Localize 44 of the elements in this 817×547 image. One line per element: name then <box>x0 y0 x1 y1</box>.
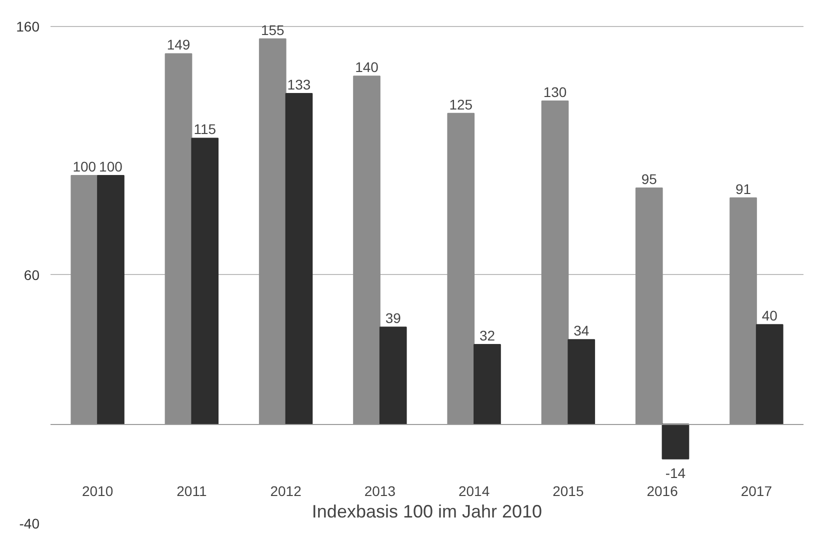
bar <box>447 112 475 425</box>
bar <box>70 175 98 425</box>
data-label: 140 <box>355 59 379 76</box>
x-tick-label: 2011 <box>176 483 207 500</box>
y-tick-label: 60 <box>24 266 40 283</box>
x-axis-title: Indexbasis 100 im Jahr 2010 <box>312 502 542 522</box>
x-tick-label: 2016 <box>646 483 678 500</box>
bar <box>379 326 407 425</box>
data-label: 130 <box>543 84 567 100</box>
x-tick-label: 2015 <box>552 483 584 500</box>
bar <box>541 100 569 425</box>
data-label: 125 <box>449 96 473 112</box>
data-label: 40 <box>762 308 778 324</box>
y-tick-label: 160 <box>16 18 40 34</box>
x-tick-label: 2014 <box>458 483 490 500</box>
bar <box>191 138 219 425</box>
bar <box>97 175 124 425</box>
x-tick-label: 2012 <box>270 483 302 500</box>
data-label: 95 <box>641 170 658 187</box>
bar <box>730 197 757 425</box>
bar <box>164 53 192 425</box>
data-label: 115 <box>194 121 216 138</box>
x-tick-label: 2017 <box>740 483 772 500</box>
data-label: -14 <box>665 464 686 481</box>
data-label: 155 <box>260 22 285 38</box>
bar <box>635 187 663 425</box>
x-tick-label: 2013 <box>364 483 396 500</box>
data-label: 91 <box>735 180 752 197</box>
bar <box>474 344 501 425</box>
data-label: 32 <box>479 328 496 344</box>
bar <box>662 424 690 460</box>
data-label: 100 <box>99 158 123 175</box>
bar <box>258 38 286 425</box>
data-label: 39 <box>385 310 402 326</box>
data-label: 133 <box>287 76 311 92</box>
x-tick-label: 2010 <box>82 483 114 500</box>
data-label: 149 <box>166 36 190 53</box>
bar <box>756 324 784 425</box>
bar <box>285 92 313 425</box>
y-tick-label: -40 <box>19 516 40 532</box>
data-label: 34 <box>574 322 590 339</box>
bar <box>353 76 380 425</box>
data-label: 100 <box>72 158 96 175</box>
bar <box>568 339 596 425</box>
